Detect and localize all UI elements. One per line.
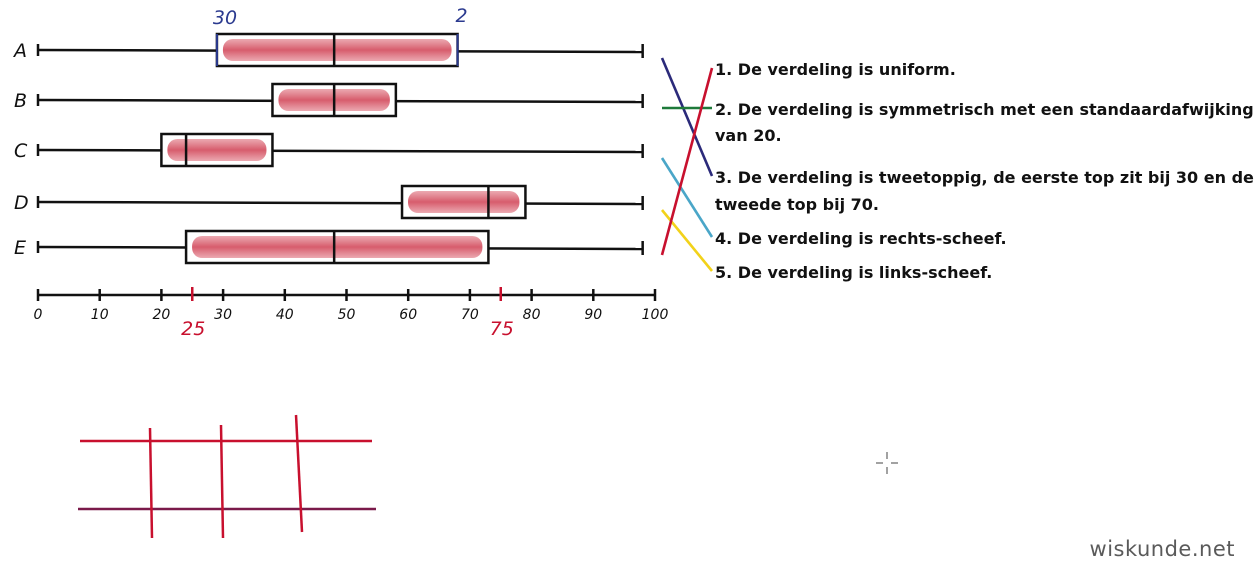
statement-1: 1. De verdeling is uniform. [715, 60, 956, 79]
red-mark-label: 25 [181, 318, 205, 340]
cursor-crosshair-icon [876, 452, 898, 474]
box-fill [167, 139, 267, 161]
row-label: B [14, 90, 27, 112]
axis-tick-label: 10 [91, 307, 109, 323]
box-fill [222, 39, 452, 61]
boxplot-c: C [14, 132, 644, 168]
q1-note: 30 [213, 7, 237, 29]
statement-3: 3. De verdeling is tweetoppig, de eerste… [715, 168, 1254, 187]
boxplot-b: B [14, 82, 644, 118]
row-label: E [14, 237, 26, 259]
red-mark-label: 75 [490, 318, 514, 340]
table-divider-1 [148, 427, 154, 539]
watermark: wiskunde.net [1089, 537, 1235, 561]
axis-tick-label: 0 [34, 307, 43, 323]
link-c-4 [660, 157, 714, 238]
table-divider-3 [294, 414, 304, 533]
table-divider-2 [219, 424, 225, 539]
row-label: D [14, 192, 29, 214]
axis-tick-label: 40 [276, 307, 294, 323]
whisker-line [37, 200, 643, 206]
row-label: A [12, 40, 27, 62]
row-label: C [14, 140, 28, 162]
axis-tick-label: 20 [152, 307, 170, 323]
statement-2-cont: van 20. [715, 126, 782, 145]
axis-tick-label: 70 [461, 307, 479, 323]
axis-tick-label: 80 [523, 307, 541, 323]
axis-tick-label: 50 [338, 307, 356, 323]
q3-note: 2 [456, 5, 468, 27]
statement-2: 2. De verdeling is symmetrisch met een s… [715, 100, 1254, 119]
table-sketch [78, 414, 376, 539]
axis-tick-label: 60 [399, 307, 417, 323]
boxplot-a: A [12, 32, 644, 68]
link-a-3 [660, 57, 714, 177]
link-e-1 [660, 67, 714, 256]
statement-3-cont: tweede top bij 70. [715, 195, 880, 214]
axis-tick-label: 30 [214, 307, 232, 323]
axis-tick-label: 90 [584, 307, 602, 323]
link-d-5 [660, 209, 714, 272]
box-fill [192, 236, 483, 258]
box-fill [408, 191, 520, 213]
boxplot-e: E [14, 229, 644, 265]
boxplot-d: D [14, 184, 644, 220]
statement-5: 5. De verdeling is links-scheef. [715, 263, 993, 282]
axis-tick-label: 100 [642, 307, 669, 323]
whisker-line [37, 148, 643, 154]
statement-4: 4. De verdeling is rechts-scheef. [715, 229, 1007, 248]
